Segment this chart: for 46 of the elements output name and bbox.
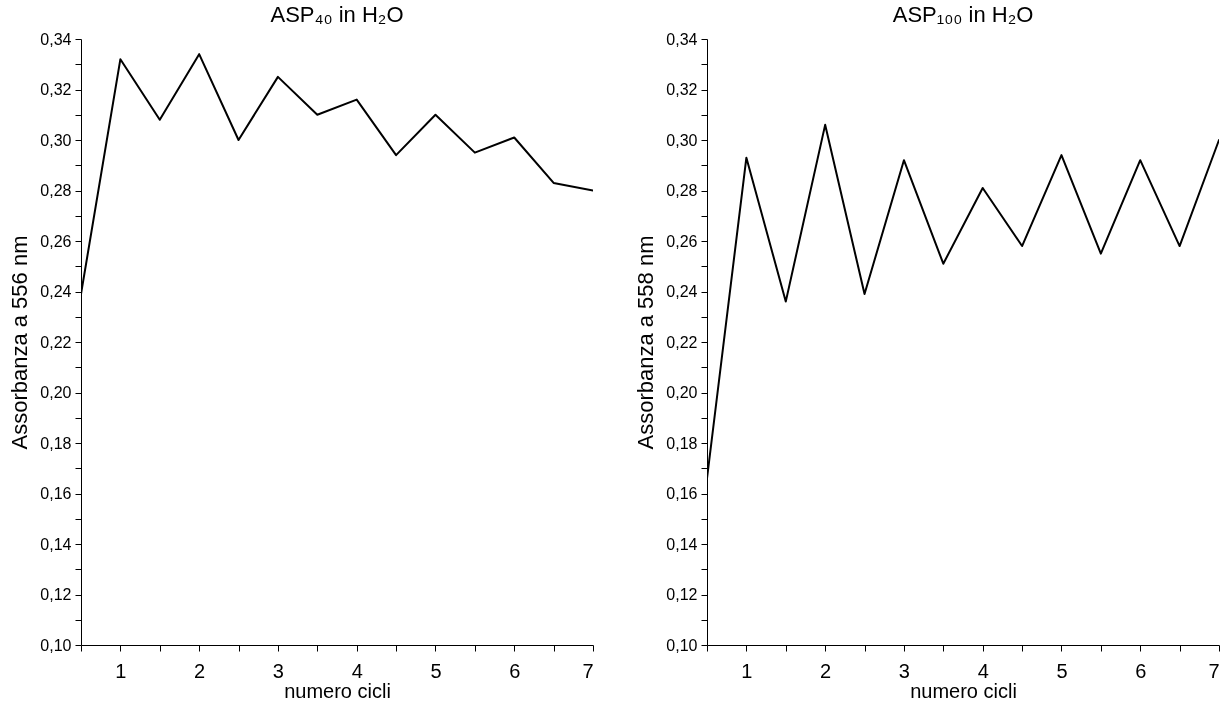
y-tick-label: 0,30 <box>666 131 698 149</box>
y-tick-label: 0,16 <box>666 485 698 502</box>
y-tick-label: 0,20 <box>40 384 72 401</box>
y-tick-label: 0,34 <box>40 30 72 48</box>
y-tick-label: 0,20 <box>666 384 698 401</box>
y-tick-label: 0,32 <box>40 81 72 98</box>
y-tick-label: 0,24 <box>40 283 72 300</box>
y-tick-label: 0,22 <box>666 333 698 351</box>
chart-title: ASP₁₀₀ in H₂O <box>892 2 1034 27</box>
y-axis-title: Assorbanza a 558 nm <box>633 235 659 450</box>
x-tick-label: 7 <box>582 659 594 682</box>
chart-title: ASP₄₀ in H₂O <box>270 2 404 27</box>
y-tick-label: 0,34 <box>666 30 698 48</box>
y-tick-label: 0,10 <box>40 636 72 654</box>
x-tick-label: 6 <box>509 659 521 682</box>
y-tick-label: 0,32 <box>666 81 698 98</box>
y-tick-label: 0,12 <box>40 586 72 603</box>
x-tick-label: 4 <box>977 659 989 682</box>
y-tick-label: 0,18 <box>666 434 698 452</box>
y-tick-label: 0,28 <box>666 182 698 199</box>
x-tick-label: 5 <box>430 659 442 682</box>
x-tick-label: 4 <box>351 659 363 682</box>
y-tick-label: 0,18 <box>40 434 72 452</box>
x-axis-title: numero cicli <box>284 679 391 702</box>
x-axis-title: numero cicli <box>910 679 1017 702</box>
y-tick-label: 0,28 <box>40 182 72 199</box>
x-tick-label: 6 <box>1135 659 1147 682</box>
x-tick-label: 2 <box>820 659 832 682</box>
x-tick-label: 1 <box>115 659 127 682</box>
x-tick-label: 2 <box>194 659 206 682</box>
x-tick-label: 3 <box>272 659 284 682</box>
y-tick-label: 0,14 <box>666 535 698 553</box>
y-tick-label: 0,16 <box>40 485 72 502</box>
x-tick-label: 3 <box>898 659 910 682</box>
y-tick-label: 0,26 <box>666 232 698 250</box>
y-tick-label: 0,26 <box>40 232 72 250</box>
x-tick-label: 1 <box>741 659 753 682</box>
y-tick-label: 0,14 <box>40 535 72 553</box>
y-axis-title: Assorbanza a 556 nm <box>7 235 33 450</box>
y-tick-label: 0,10 <box>666 636 698 654</box>
y-tick-label: 0,24 <box>666 283 698 300</box>
x-tick-label: 5 <box>1056 659 1068 682</box>
x-tick-label: 7 <box>1208 659 1220 682</box>
y-tick-label: 0,12 <box>666 586 698 603</box>
y-tick-label: 0,22 <box>40 333 72 351</box>
y-tick-label: 0,30 <box>40 131 72 149</box>
